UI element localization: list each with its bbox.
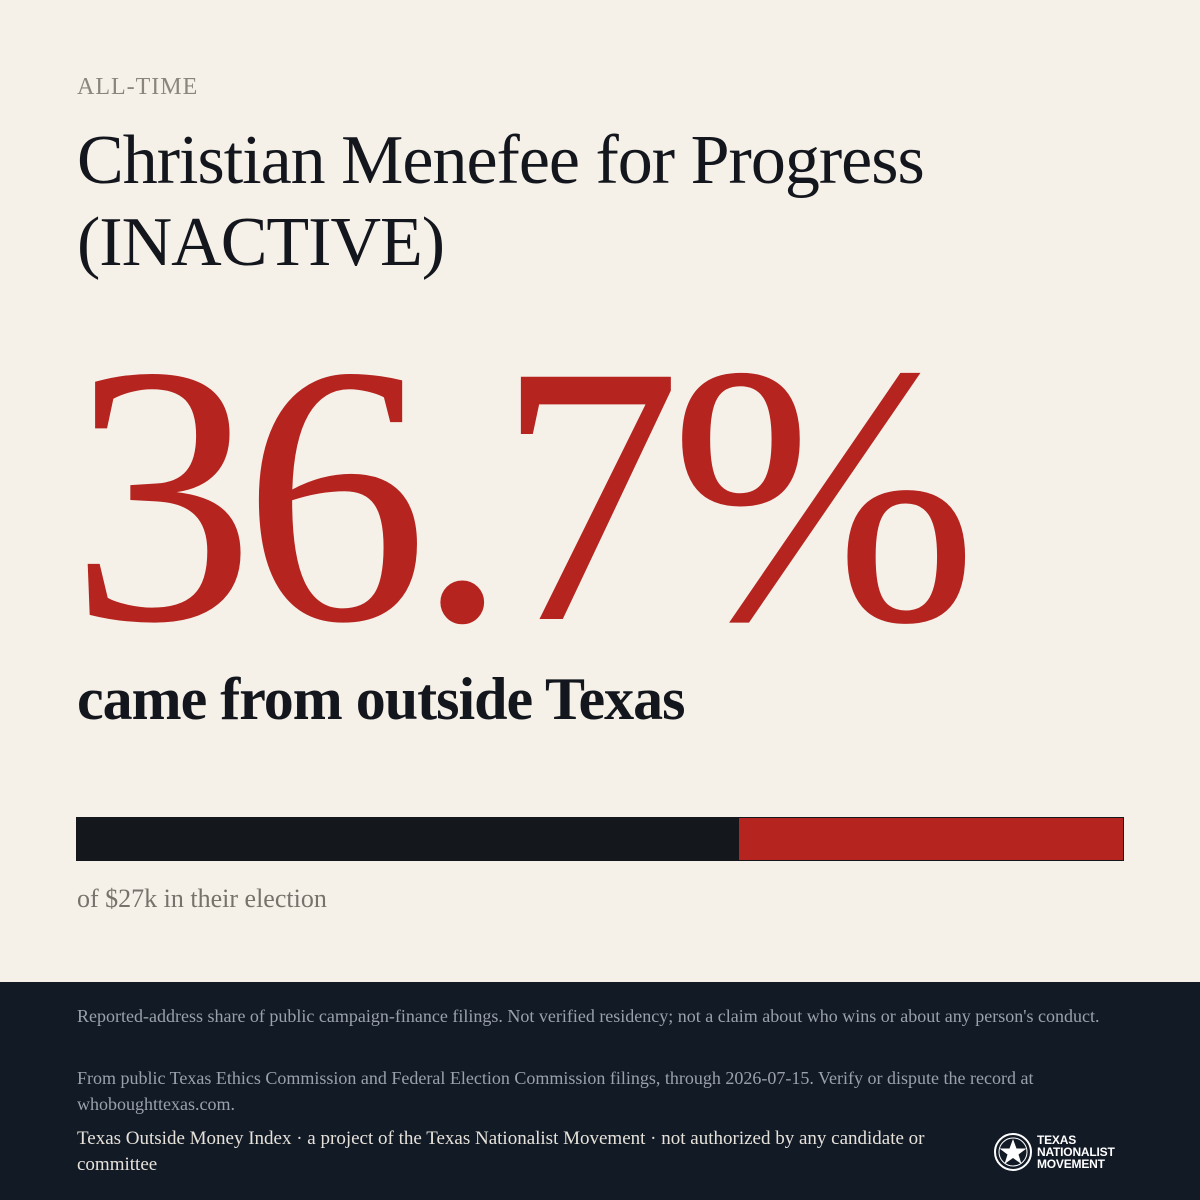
- logo-wordmark: TEXAS NATIONALIST MOVEMENT: [1037, 1133, 1115, 1171]
- committee-title: Christian Menefee for Progress (INACTIVE…: [77, 122, 925, 281]
- total-raised-note: of $27k in their election: [77, 884, 327, 913]
- star-seal-icon: [994, 1133, 1032, 1171]
- main-panel: ALL-TIME Christian Menefee for Progress …: [70, 74, 1124, 913]
- methodology-note: Reported-address share of public campaig…: [77, 1006, 1100, 1026]
- period-label: ALL-TIME: [77, 74, 199, 100]
- stat-caption: came from outside Texas: [77, 666, 686, 732]
- project-credit: Texas Outside Money Index · a project of…: [77, 1128, 925, 1175]
- share-bar: [76, 817, 1124, 861]
- source-note: From public Texas Ethics Commission and …: [77, 1068, 1034, 1114]
- share-bar-fill: [739, 818, 1123, 860]
- outside-share-stat: 36.7%: [70, 290, 978, 700]
- tnm-logo: TEXAS NATIONALIST MOVEMENT: [993, 1130, 1115, 1174]
